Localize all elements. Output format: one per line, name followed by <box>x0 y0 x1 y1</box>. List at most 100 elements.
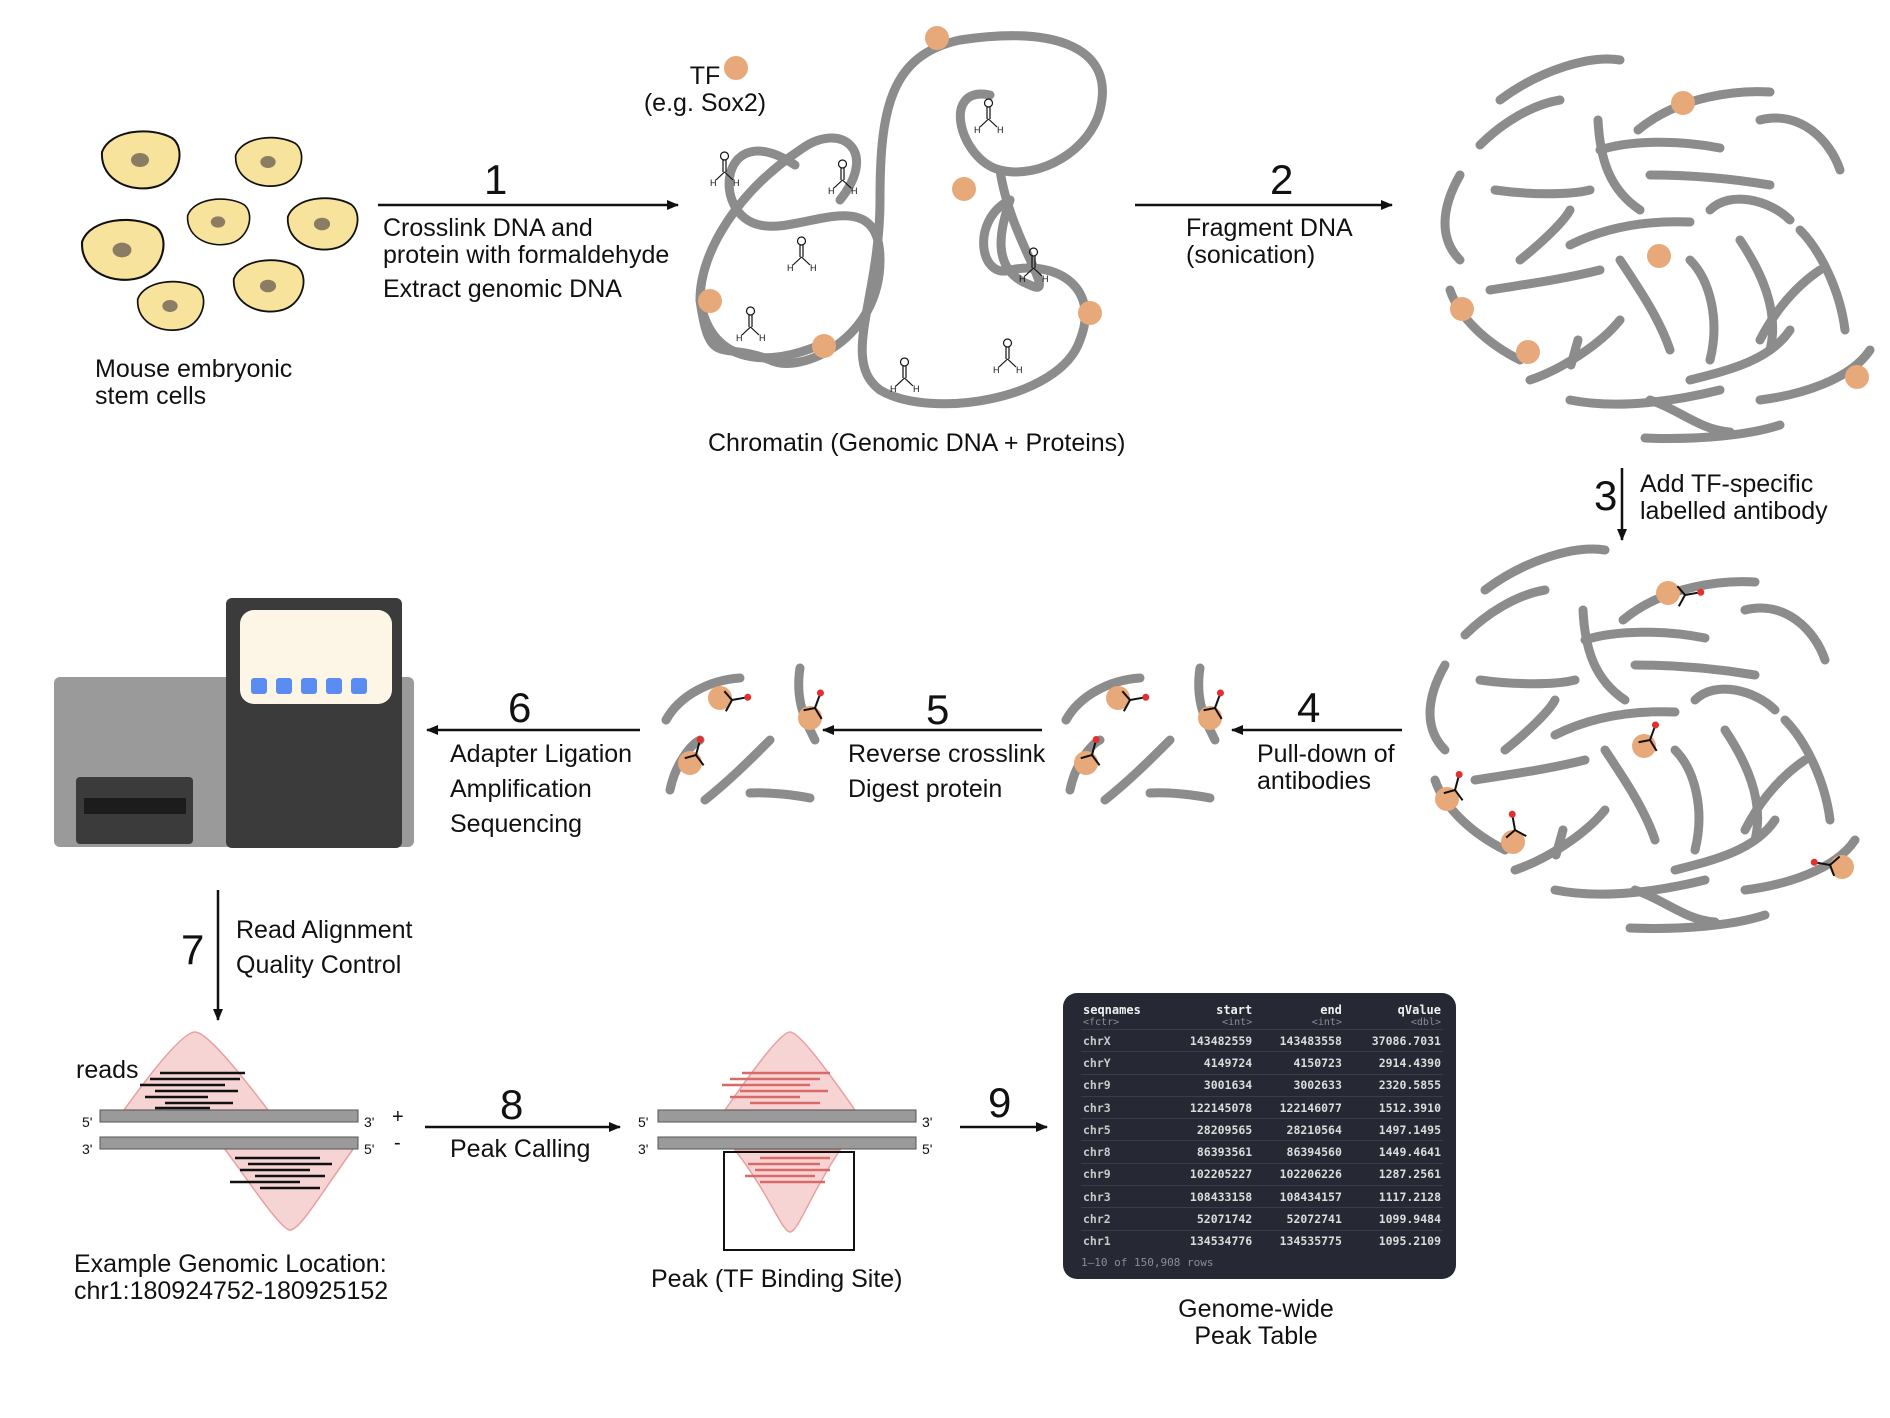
table-cell: 122146077 <box>1279 1100 1342 1115</box>
peak-illustration <box>657 1031 917 1251</box>
workflow-arrows <box>213 200 1627 1132</box>
tf-label-line1: TF <box>689 62 721 90</box>
step-9-number: 9 <box>988 1079 1012 1126</box>
table-cell: chr3 <box>1083 1100 1111 1115</box>
cells-label-line1: Mouse embryonic <box>95 355 293 383</box>
table-cell: 3002633 <box>1293 1078 1342 1093</box>
table-cell: 3001634 <box>1203 1078 1253 1093</box>
step-3-line2: labelled antibody <box>1640 497 1828 525</box>
step-5-line1: Reverse crosslink <box>848 740 1046 768</box>
peak-table: seqnames <fctr> start <int> end <int> qValu… <box>1063 993 1456 1279</box>
col-type: <fctr> <box>1083 1017 1120 1028</box>
step-2-number: 2 <box>1270 156 1294 203</box>
strand-top-3prime: 3' <box>364 1114 375 1130</box>
cells-label-line2: stem cells <box>95 382 207 410</box>
fragmented-dna <box>1440 54 1875 443</box>
col-name: qValue <box>1397 1003 1441 1017</box>
step-4-line1: Pull-down of <box>1257 740 1395 768</box>
table-cell: 108433158 <box>1189 1189 1253 1204</box>
col-header-start: start <int> <box>1165 1003 1255 1030</box>
step-8-number: 8 <box>500 1081 524 1128</box>
step-7-line1: Read Alignment <box>236 916 413 944</box>
peak-strand-bottom-3prime: 3' <box>638 1141 649 1157</box>
col-name: end <box>1320 1003 1342 1017</box>
step-2-text: Fragment DNA (sonication) <box>1186 215 1353 269</box>
table-caption: Genome-wide Peak Table <box>1176 1296 1336 1350</box>
step-5-text: Reverse crosslink Digest protein <box>848 741 1045 803</box>
table-cell: chr1 <box>1083 1234 1111 1249</box>
table-cell: 86394560 <box>1286 1145 1342 1160</box>
col-type: <int> <box>1311 1017 1342 1028</box>
table-cell: 1117.2128 <box>1378 1189 1441 1204</box>
step-6-line1: Adapter Ligation <box>450 740 633 768</box>
table-row: chr9 102205227 102206226 1287.2561 <box>1081 1163 1443 1185</box>
table-row: chr9 3001634 3002633 2320.5855 <box>1081 1074 1443 1096</box>
mouse-cells <box>80 130 359 332</box>
col-header-end: end <int> <box>1254 1003 1344 1030</box>
step-6-number: 6 <box>508 684 532 731</box>
table-cell: 1497.1495 <box>1378 1122 1441 1137</box>
reverse-crosslink-fragments <box>661 663 833 805</box>
tf-label-line2: (e.g. Sox2) <box>643 89 767 117</box>
table-cell: 102205227 <box>1189 1167 1253 1182</box>
table-cell: 2320.5855 <box>1378 1078 1441 1093</box>
table-cell: 37086.7031 <box>1371 1033 1441 1048</box>
peak-label: Peak (TF Binding Site) <box>651 1265 903 1293</box>
table-footer: 1–10 of 150,908 rows <box>1081 1256 1214 1269</box>
sequencer-machine <box>54 598 414 848</box>
step-4-line2: antibodies <box>1257 767 1371 795</box>
example-location-line2: chr1:180924752-180925152 <box>74 1277 389 1305</box>
table-row: chr5 28209565 28210564 1497.1495 <box>1081 1118 1443 1141</box>
peak-strand-bottom-5prime: 5' <box>922 1141 933 1157</box>
table-cell: 134534776 <box>1189 1234 1253 1249</box>
read-alignment <box>99 1031 359 1231</box>
step-7-number: 7 <box>181 926 205 973</box>
table-cell: chr5 <box>1083 1122 1111 1137</box>
step-1-text: Crosslink DNA and protein with formaldeh… <box>383 215 669 303</box>
table-row: chr3 108433158 108434157 1117.2128 <box>1081 1185 1443 1208</box>
table-cell: 1512.3910 <box>1378 1100 1441 1115</box>
step-4-text: Pull-down of antibodies <box>1257 741 1395 795</box>
table-header-row: seqnames <fctr> start <int> end <int> qValu… <box>1081 1003 1443 1030</box>
table-cell: 1099.9484 <box>1378 1212 1441 1227</box>
chromatin-label: Chromatin (Genomic DNA + Proteins) <box>708 429 1126 457</box>
table-cell: 1095.2109 <box>1378 1234 1441 1249</box>
strand-top-5prime: 5' <box>82 1114 93 1130</box>
step-6-line2: Amplification <box>450 775 592 803</box>
table-row: chr3 122145078 122146077 1512.3910 <box>1081 1096 1443 1118</box>
table-cell: 102206226 <box>1279 1167 1342 1182</box>
step-7-text: Read Alignment Quality Control <box>236 917 413 979</box>
table-cell: chrY <box>1083 1055 1111 1070</box>
table-cell: 4149724 <box>1203 1055 1253 1070</box>
step-1-line2: protein with formaldehyde <box>383 241 670 269</box>
table-cell: chrX <box>1083 1033 1111 1048</box>
table-row: chr8 86393561 86394560 1449.4641 <box>1081 1140 1443 1163</box>
step-8-text: Peak Calling <box>450 1135 591 1163</box>
step-5-number: 5 <box>926 686 950 733</box>
example-location-line1: Example Genomic Location: <box>74 1250 387 1278</box>
table-cell: 143483558 <box>1279 1033 1342 1048</box>
peak-strand-top-3prime: 3' <box>922 1114 933 1130</box>
step-2-line2: (sonication) <box>1186 241 1316 269</box>
step-6-line3: Sequencing <box>450 810 583 838</box>
strand-bottom-3prime: 3' <box>82 1141 93 1157</box>
table-cell: 86393561 <box>1196 1145 1253 1160</box>
step-1-number: 1 <box>484 156 508 203</box>
table-cell: 28209565 <box>1196 1122 1253 1137</box>
table-cell: 28210564 <box>1286 1122 1342 1137</box>
col-header-seqnames: seqnames <fctr> <box>1081 1003 1165 1030</box>
table-cell: 134535775 <box>1279 1234 1342 1249</box>
peak-strand-top-5prime: 5' <box>638 1114 649 1130</box>
col-name: start <box>1216 1003 1253 1017</box>
strand-bottom-5prime: 5' <box>364 1141 375 1157</box>
table-cell: chr9 <box>1083 1078 1111 1093</box>
table-caption-line2: Peak Table <box>1194 1322 1318 1350</box>
table-cell: 108434157 <box>1279 1189 1342 1204</box>
peak-table-grid: seqnames <fctr> start <int> end <int> qValu… <box>1081 1003 1443 1252</box>
table-cell: 1287.2561 <box>1378 1167 1441 1182</box>
col-type: <dbl> <box>1410 1017 1441 1028</box>
cells-label: Mouse embryonic stem cells <box>95 356 292 410</box>
table-caption-line1: Genome-wide <box>1178 1295 1334 1323</box>
minus-strand-symbol: - <box>394 1132 401 1154</box>
